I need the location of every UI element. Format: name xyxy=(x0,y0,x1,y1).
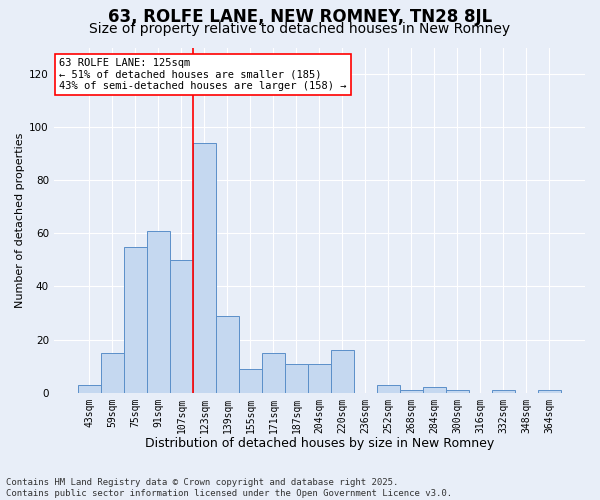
Bar xyxy=(216,316,239,392)
Bar xyxy=(308,364,331,392)
Text: 63, ROLFE LANE, NEW ROMNEY, TN28 8JL: 63, ROLFE LANE, NEW ROMNEY, TN28 8JL xyxy=(108,8,492,26)
Text: 63 ROLFE LANE: 125sqm
← 51% of detached houses are smaller (185)
43% of semi-det: 63 ROLFE LANE: 125sqm ← 51% of detached … xyxy=(59,58,347,91)
Bar xyxy=(170,260,193,392)
Bar xyxy=(239,369,262,392)
Y-axis label: Number of detached properties: Number of detached properties xyxy=(15,132,25,308)
Bar xyxy=(331,350,354,393)
Bar xyxy=(101,353,124,393)
Bar xyxy=(538,390,561,392)
Bar xyxy=(377,385,400,392)
X-axis label: Distribution of detached houses by size in New Romney: Distribution of detached houses by size … xyxy=(145,437,494,450)
Bar xyxy=(446,390,469,392)
Bar xyxy=(193,143,216,392)
Bar xyxy=(492,390,515,392)
Bar xyxy=(124,246,147,392)
Bar xyxy=(147,230,170,392)
Text: Contains HM Land Registry data © Crown copyright and database right 2025.
Contai: Contains HM Land Registry data © Crown c… xyxy=(6,478,452,498)
Bar xyxy=(285,364,308,392)
Bar xyxy=(262,353,285,393)
Bar xyxy=(423,388,446,392)
Text: Size of property relative to detached houses in New Romney: Size of property relative to detached ho… xyxy=(89,22,511,36)
Bar xyxy=(400,390,423,392)
Bar xyxy=(78,385,101,392)
